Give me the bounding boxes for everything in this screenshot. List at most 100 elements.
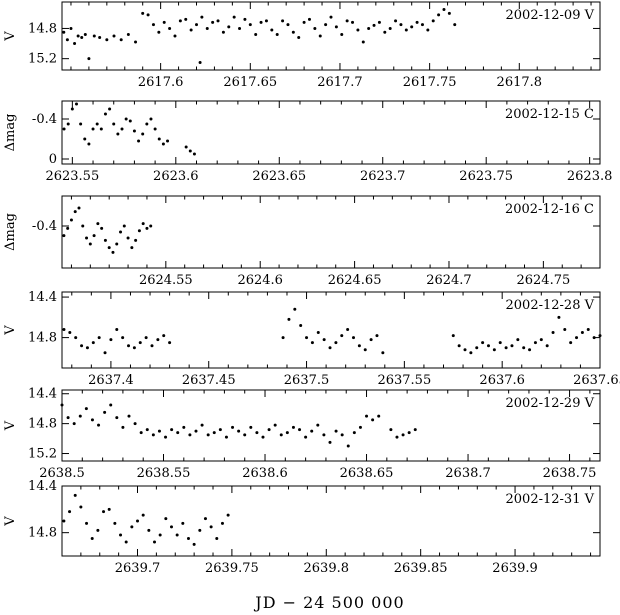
data-point <box>415 20 419 24</box>
data-point <box>475 346 479 350</box>
data-point <box>200 423 204 427</box>
data-point <box>563 327 567 331</box>
data-point <box>345 19 349 23</box>
data-point <box>298 428 302 432</box>
data-point <box>539 338 543 342</box>
data-point <box>375 334 379 338</box>
x-tick-label: 2623.55 <box>45 169 99 184</box>
data-point <box>111 250 115 254</box>
data-point <box>88 242 92 246</box>
x-tick-label: 2624.7 <box>426 273 472 288</box>
data-point <box>221 30 225 34</box>
data-point <box>592 336 596 340</box>
data-point <box>334 341 338 345</box>
data-point <box>206 433 210 437</box>
data-point <box>194 429 198 433</box>
data-point <box>211 20 215 24</box>
panel-frame <box>61 389 601 462</box>
data-point <box>132 346 136 350</box>
data-point <box>340 433 344 437</box>
data-point <box>137 139 141 143</box>
data-point <box>528 348 532 352</box>
data-point <box>124 540 128 544</box>
data-point <box>216 19 220 23</box>
data-point <box>128 119 132 123</box>
data-point <box>120 127 124 131</box>
data-point <box>108 107 112 111</box>
data-point <box>66 122 70 126</box>
data-point <box>358 425 362 429</box>
data-point <box>156 338 160 342</box>
data-point <box>68 331 72 335</box>
data-point <box>166 139 170 143</box>
data-point <box>248 23 252 27</box>
data-point <box>447 11 451 15</box>
panel-1: 2617.6 2617.65 2617.7 2617.75 2617.8 14.8 15.2… <box>3 1 601 90</box>
data-point <box>243 433 247 437</box>
x-tick-label: 2639.9 <box>492 561 538 576</box>
data-point <box>329 15 333 19</box>
data-point <box>313 26 317 30</box>
data-point <box>498 341 502 345</box>
data-point <box>291 425 295 429</box>
data-point <box>232 15 236 19</box>
data-point <box>215 537 219 540</box>
data-point <box>170 428 174 432</box>
data-point <box>162 20 166 24</box>
data-point <box>200 15 204 19</box>
data-point <box>399 23 403 27</box>
data-point <box>281 336 285 340</box>
data-point <box>516 338 520 342</box>
data-point <box>176 431 180 435</box>
x-tick-label: 2617.7 <box>317 75 363 90</box>
data-point <box>586 327 590 331</box>
data-point <box>149 117 153 121</box>
data-point <box>195 23 198 27</box>
data-point <box>273 423 277 427</box>
data-point <box>407 431 411 435</box>
data-point <box>305 336 309 340</box>
data-point <box>90 418 94 422</box>
data-point <box>62 327 66 331</box>
data-point <box>62 519 66 523</box>
data-point <box>80 344 84 348</box>
data-point <box>65 38 69 42</box>
data-point <box>157 137 161 141</box>
data-point <box>124 117 128 121</box>
data-point <box>115 327 119 331</box>
data-point <box>426 28 430 32</box>
data-point <box>83 32 87 36</box>
data-point <box>285 431 289 435</box>
y-axis-label: V <box>3 420 18 431</box>
data-point <box>66 416 70 420</box>
data-point <box>73 42 77 46</box>
data-point <box>328 440 332 444</box>
y-tick-label: 14.8 <box>28 526 57 541</box>
data-point <box>141 132 145 136</box>
data-point <box>363 348 367 352</box>
data-point <box>87 57 91 61</box>
data-point <box>122 224 126 228</box>
y-axis-label: V <box>3 516 18 527</box>
data-point <box>150 344 154 348</box>
data-point <box>569 341 573 345</box>
data-point <box>127 344 131 348</box>
data-point <box>168 341 172 345</box>
y-tick-label: 14.4 <box>28 290 57 305</box>
data-point <box>324 23 328 27</box>
data-point <box>78 414 82 418</box>
x-tick-label: 2623.7 <box>360 169 406 184</box>
data-point <box>182 425 186 429</box>
data-point <box>356 28 360 32</box>
data-point <box>420 23 424 27</box>
x-tick-label: 2638.55 <box>137 466 191 481</box>
data-point <box>69 26 73 30</box>
date-label: 2002-12-16 C <box>505 202 594 217</box>
data-point <box>328 346 332 350</box>
data-point <box>149 224 153 228</box>
panel-3: 2624.55 2624.6 2624.65 2624.7 2624.75 -0.4 Δma… <box>3 195 601 288</box>
data-point <box>136 519 140 523</box>
data-point <box>492 348 496 352</box>
data-point <box>74 102 78 106</box>
